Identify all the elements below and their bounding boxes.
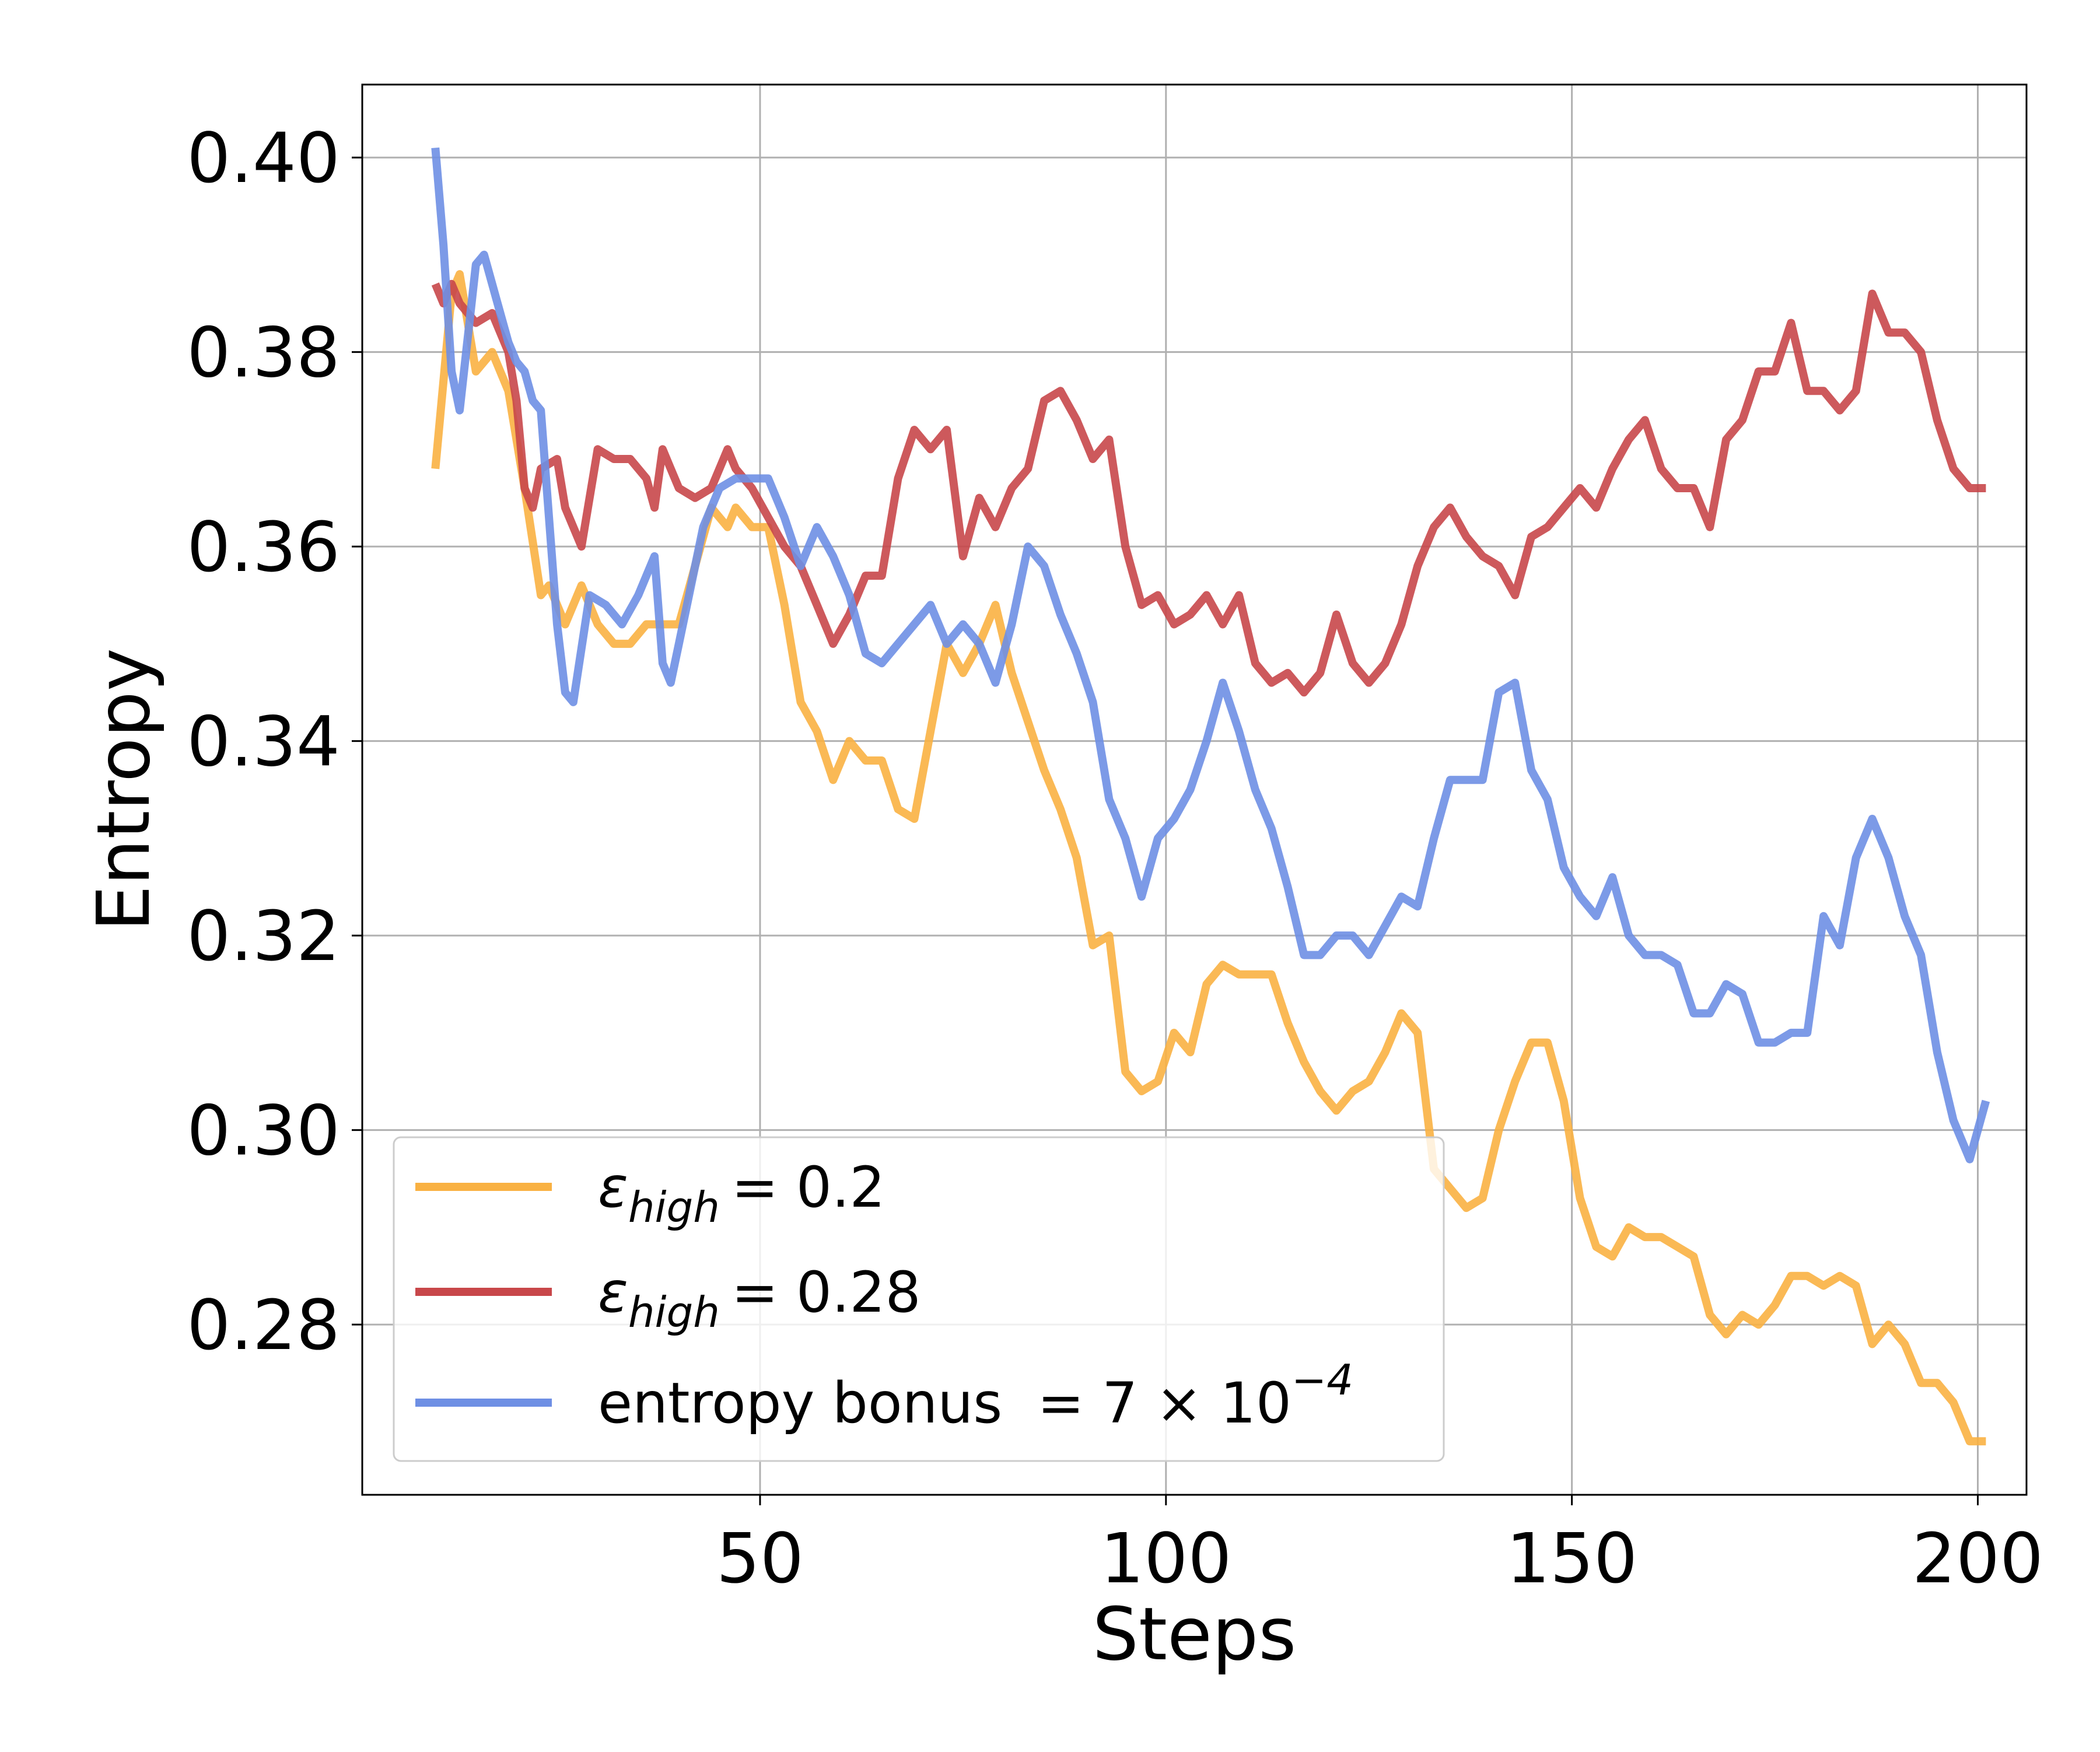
x-tick-label: 200 (1912, 1518, 2043, 1599)
legend-value: = 0.28 (732, 1260, 921, 1325)
legend-value: = 7 × 10 (1037, 1371, 1292, 1436)
legend-entry-e02: εhigh = 0.2 (598, 1155, 886, 1232)
legend-subscript: high (628, 1288, 720, 1337)
x-axis-label: Steps (1093, 1592, 1297, 1677)
y-tick-label: 0.36 (187, 507, 340, 587)
y-tick-label: 0.32 (187, 896, 340, 976)
legend-symbol: ε (598, 1155, 628, 1220)
legend-label: entropy bonus (598, 1371, 1002, 1436)
legend-symbol: ε (598, 1260, 628, 1325)
series-lines (431, 147, 1990, 1446)
y-tick-label: 0.40 (187, 118, 340, 198)
y-axis-label: Entropy (82, 648, 166, 931)
series-line-bonus (431, 147, 1990, 1164)
legend-exponent: −4 (1292, 1355, 1353, 1404)
y-tick-label: 0.34 (187, 702, 340, 782)
x-tick-label: 100 (1100, 1518, 1231, 1599)
legend-entry-e028: εhigh = 0.28 (598, 1260, 921, 1337)
legend-subscript: high (628, 1183, 720, 1232)
legend-value: = 0.2 (732, 1155, 886, 1220)
x-tick-label: 150 (1506, 1518, 1637, 1599)
y-tick-label: 0.28 (187, 1285, 340, 1365)
legend-entry-bonus: entropy bonus = 7 × 10−4 (598, 1355, 1353, 1436)
plot-frame (361, 83, 2028, 1496)
legend: εhigh = 0.2 εhigh = 0.28 entropy bonus = 7 … (393, 1136, 1445, 1462)
x-tick-label: 50 (716, 1518, 804, 1599)
y-tick-label: 0.30 (187, 1091, 340, 1171)
legend-box (393, 1136, 1445, 1462)
axis-ticks: 50 100 150 200 0.28 0.30 0.32 0.34 0.36 0.38 0.40 (187, 118, 2043, 1599)
series-line-e028 (431, 279, 1986, 697)
y-tick-label: 0.38 (187, 313, 340, 393)
